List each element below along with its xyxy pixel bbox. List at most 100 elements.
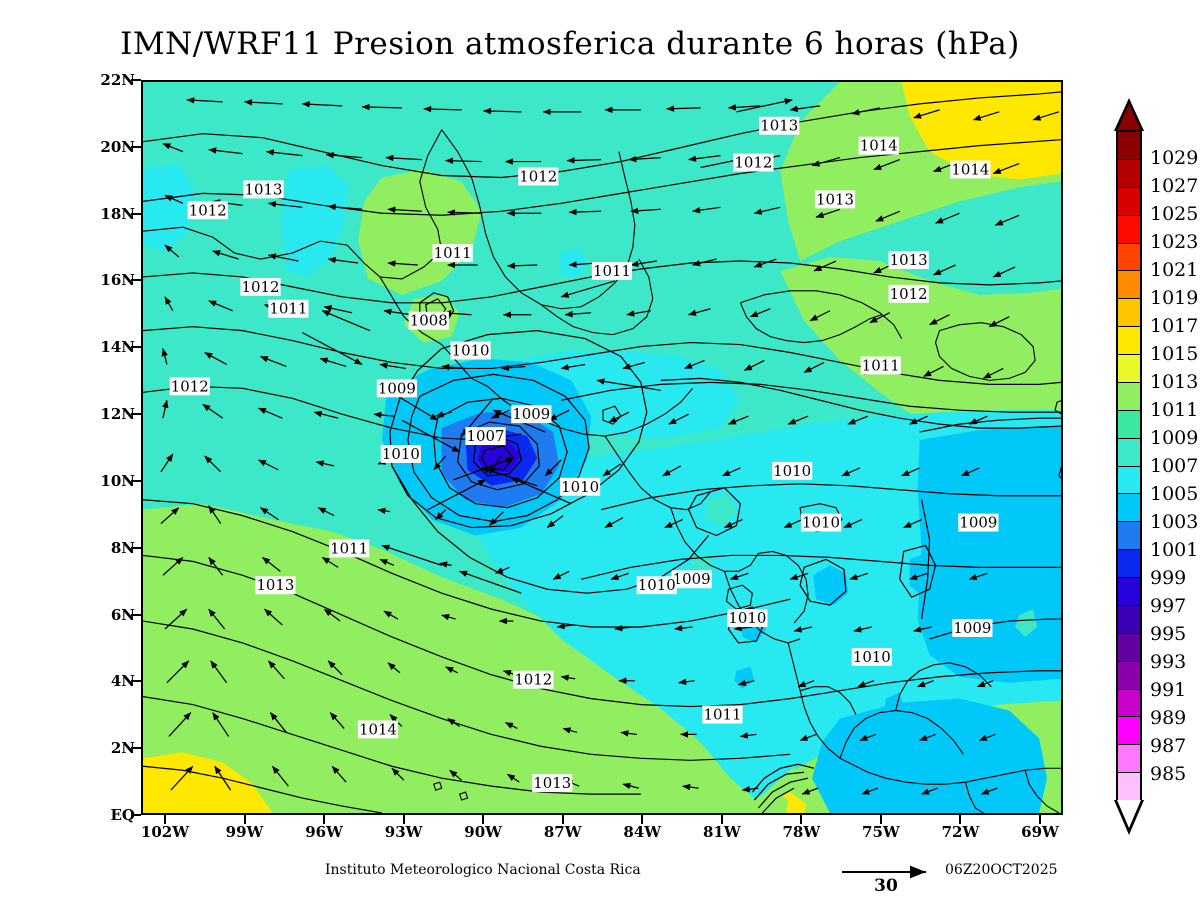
x-axis-tick-mark xyxy=(800,815,803,824)
contour-label-box xyxy=(465,427,506,446)
contour-label: 1012 xyxy=(890,285,928,303)
map-plot-area: 1013 1014 1012 1014 1013 1012 1013 1012 1011 1013… xyxy=(141,80,1063,815)
wind-scale-value: 30 xyxy=(874,876,898,896)
x-axis-tick-label: 75W xyxy=(862,823,900,841)
y-axis-tick-label: 20N xyxy=(100,137,135,156)
contour-label: 1009 xyxy=(959,514,997,532)
contour-label: 1013 xyxy=(244,180,282,198)
colorbar-swatch xyxy=(1118,159,1140,188)
colorbar-swatch xyxy=(1118,382,1140,411)
colorbar-swatch xyxy=(1118,410,1140,439)
colorbar-swatch xyxy=(1118,633,1140,662)
colorbar-tick-label: 993 xyxy=(1150,651,1187,673)
contour-label: 1011 xyxy=(269,300,307,318)
colorbar-swatch xyxy=(1118,187,1140,216)
contour-label-box xyxy=(950,160,991,179)
colorbar-swatch xyxy=(1118,438,1140,467)
contour-label-box xyxy=(860,356,901,375)
y-axis-tick-mark xyxy=(131,747,141,750)
colorbar-tick-label: 1019 xyxy=(1150,287,1199,309)
contour-label: 1009 xyxy=(512,405,550,423)
x-axis-tick-mark xyxy=(641,815,644,824)
colorbar: 1029 1027 1025 1023 1021 1019 1017 1015 1013 1011… xyxy=(1108,92,1200,835)
contour-label-box xyxy=(328,539,370,558)
y-axis-tick-mark xyxy=(131,613,141,616)
contour-label: 1010 xyxy=(561,478,599,496)
colorbar-tick-label: 1007 xyxy=(1150,455,1199,477)
x-axis-tick-mark xyxy=(164,815,166,824)
contour-label-box xyxy=(858,136,899,155)
colorbar-tick-label: 1017 xyxy=(1150,315,1199,337)
y-axis-tick-mark xyxy=(131,814,141,816)
colorbar-tick-label: 1023 xyxy=(1150,231,1199,253)
contour-label-box xyxy=(559,477,601,496)
y-axis-tick-mark xyxy=(131,680,141,683)
colorbar-extend-bottom-fill xyxy=(1117,800,1141,828)
contour-label-box xyxy=(532,774,573,793)
y-axis-tick-mark xyxy=(131,346,141,349)
colorbar-swatch xyxy=(1118,745,1140,774)
contour-label-box xyxy=(268,299,309,318)
contour-label: 1013 xyxy=(816,190,854,208)
contour-label: 1010 xyxy=(452,342,490,360)
y-axis-tick-mark xyxy=(131,279,141,282)
colorbar-tick-label: 1009 xyxy=(1150,427,1199,449)
page-title: IMN/WRF11 Presion atmosferica durante 6 … xyxy=(120,26,1020,62)
x-axis-tick-mark xyxy=(323,815,326,824)
colorbar-tick-label: 999 xyxy=(1150,567,1187,589)
colorbar-swatch xyxy=(1118,605,1140,634)
x-axis-tick-label: 84W xyxy=(623,823,662,841)
contour-label: 1009 xyxy=(953,619,991,637)
x-axis-tick-label: 81W xyxy=(702,823,741,841)
x-axis-tick-label: 90W xyxy=(464,823,503,841)
contour-label-box xyxy=(759,116,800,135)
y-axis-tick-label: 2N xyxy=(110,739,135,758)
colorbar-tick-label: 995 xyxy=(1150,623,1187,645)
contour-label: 1011 xyxy=(434,244,472,262)
contour-label: 1012 xyxy=(189,201,227,219)
contour-label-group: 1013 1014 1012 1014 1013 1012 1013 1012 1011 1013… xyxy=(169,116,999,793)
contour-label-box xyxy=(727,609,768,628)
contour-label: 1010 xyxy=(728,609,766,627)
footer-date: 06Z20OCT2025 xyxy=(945,862,1058,878)
contour-label: 1013 xyxy=(256,576,294,594)
wind-scale-legend: 30 xyxy=(838,862,948,896)
colorbar-tick-label: 1029 xyxy=(1150,147,1199,169)
colorbar-tick-label: 997 xyxy=(1150,595,1187,617)
contour-label: 1010 xyxy=(382,445,420,463)
x-axis-tick-label: 99W xyxy=(225,823,264,841)
x-axis-tick-mark xyxy=(482,815,485,824)
x-axis-tick-mark xyxy=(879,815,882,824)
contour-label-box xyxy=(671,570,712,589)
contour-label: 1007 xyxy=(467,427,505,445)
colorbar-swatch xyxy=(1118,494,1140,523)
contour-label-box xyxy=(814,190,856,209)
colorbar-swatch xyxy=(1118,215,1140,244)
contour-label-box xyxy=(800,513,842,532)
contour-label-box xyxy=(958,513,999,532)
contour-label: 1010 xyxy=(773,462,811,480)
x-axis-tick-mark xyxy=(959,815,962,824)
x-axis-tick-label: 96W xyxy=(305,823,343,841)
colorbar-swatch xyxy=(1118,661,1140,690)
contour-label: 1008 xyxy=(410,312,448,330)
colorbar-swatch xyxy=(1118,550,1140,578)
contour-label-box xyxy=(380,445,421,463)
contour-label-box xyxy=(408,311,449,330)
y-axis-tick-label: 14N xyxy=(100,338,135,357)
contour-label: 1014 xyxy=(951,161,989,179)
contour-label: 1011 xyxy=(330,539,368,557)
colorbar-tick-label: 985 xyxy=(1150,763,1187,785)
contour-label-box xyxy=(772,461,813,480)
colorbar-swatch xyxy=(1118,717,1140,746)
x-axis-tick-mark xyxy=(561,815,564,824)
contour-label: 1009 xyxy=(673,570,711,588)
y-axis-tick-label: 16N xyxy=(100,271,135,290)
footer-credit: Instituto Meteorologico Nacional Costa R… xyxy=(325,862,641,878)
colorbar-tick-label: 1013 xyxy=(1150,371,1199,393)
contour-label-box xyxy=(636,576,677,595)
contour-label-box xyxy=(888,284,929,303)
colorbar-swatch xyxy=(1118,689,1140,718)
colorbar-tick-label: 1005 xyxy=(1150,483,1199,505)
x-axis-tick-mark xyxy=(402,815,405,824)
